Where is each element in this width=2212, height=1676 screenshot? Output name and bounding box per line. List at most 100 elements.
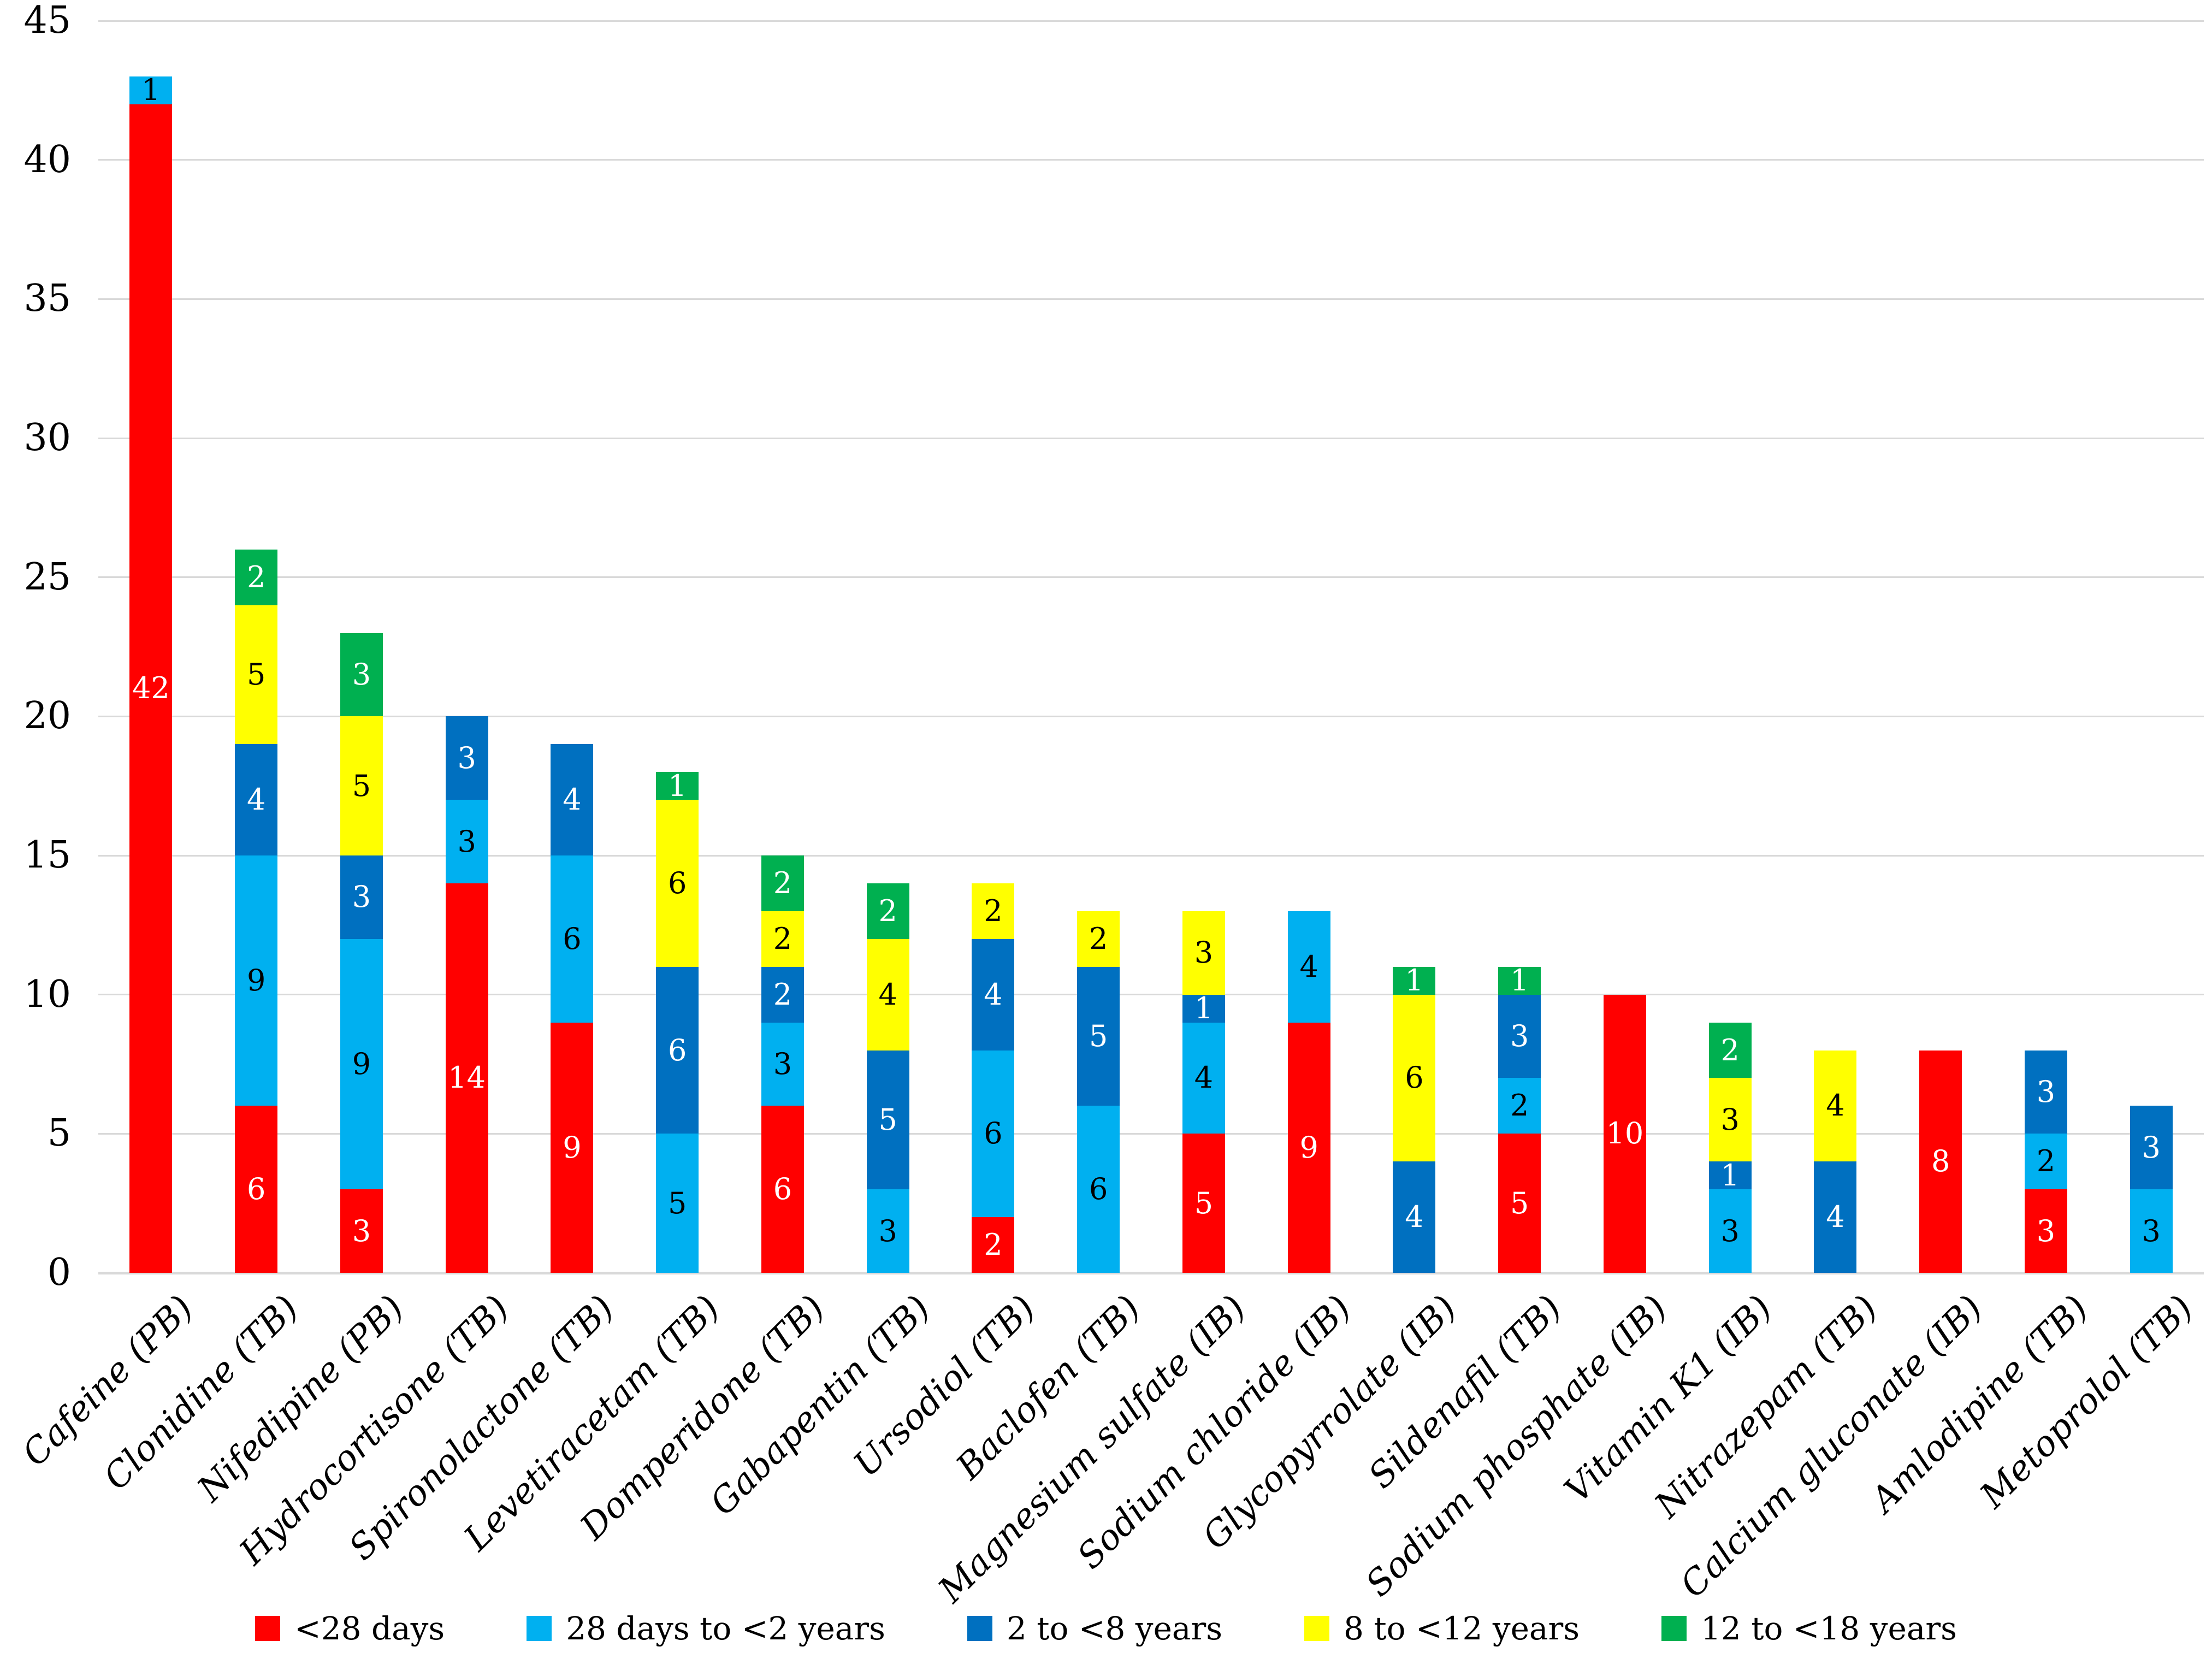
segment-value-label: 9	[352, 1046, 371, 1081]
y-axis-tick-label: 20	[23, 694, 71, 738]
bar-segment: 9	[1287, 1022, 1330, 1273]
y-axis-tick-label: 35	[23, 277, 71, 321]
segment-value-label: 1	[667, 768, 687, 803]
x-axis-category-label: Ursodiol (TB)	[846, 1288, 1043, 1485]
bar-segment: 3	[1708, 1078, 1752, 1162]
segment-value-label: 3	[878, 1213, 897, 1248]
segment-value-label: 3	[2142, 1130, 2161, 1165]
segment-value-label: 9	[563, 1130, 582, 1165]
segment-value-label: 6	[773, 1172, 792, 1207]
segment-value-label: 3	[1510, 1019, 1529, 1054]
segment-value-label: 5	[1194, 1185, 1214, 1220]
segment-value-label: 14	[448, 1060, 486, 1095]
bar-segment: 2	[761, 966, 804, 1023]
bar-segment: 5	[656, 1134, 699, 1273]
segment-value-label: 5	[246, 657, 266, 692]
bar-segment: 6	[761, 1106, 804, 1273]
bar-segment: 3	[2130, 1106, 2173, 1190]
legend-swatch	[1661, 1616, 1687, 1641]
segment-value-label: 3	[352, 657, 371, 692]
segment-value-label: 3	[1194, 935, 1214, 970]
bar-segment: 9	[235, 855, 278, 1106]
segment-value-label: 2	[1720, 1032, 1740, 1067]
segment-value-label: 1	[141, 73, 161, 108]
gridline	[98, 298, 2204, 300]
segment-value-label: 1	[1510, 963, 1529, 998]
segment-value-label: 6	[246, 1172, 266, 1207]
legend-swatch	[527, 1616, 552, 1641]
bar-segment: 3	[1182, 911, 1225, 995]
segment-value-label: 2	[1510, 1088, 1529, 1123]
bar-segment: 3	[2024, 1189, 2067, 1273]
gridline	[98, 994, 2204, 996]
bar-segment: 2	[761, 911, 804, 967]
segment-value-label: 2	[773, 977, 792, 1012]
bar-segment: 3	[1498, 994, 1541, 1078]
bar-segment: 1	[1708, 1160, 1752, 1190]
bar-segment: 3	[2024, 1050, 2067, 1134]
bar-segment: 6	[972, 1050, 1015, 1218]
bar-segment: 1	[1498, 963, 1541, 998]
bar-segment: 3	[340, 855, 383, 939]
segment-value-label: 4	[1826, 1088, 1845, 1123]
gridline	[98, 854, 2204, 857]
legend-swatch	[967, 1616, 992, 1641]
legend-swatch	[255, 1616, 281, 1641]
bar-segment: 9	[551, 1022, 594, 1273]
segment-value-label: 3	[457, 824, 476, 859]
segment-value-label: 9	[246, 963, 266, 998]
y-axis-tick-label: 5	[47, 1112, 71, 1155]
legend: <28 days 28 days to <2 years 2 to <8 years…	[0, 1613, 2212, 1644]
bar-segment: 3	[866, 1189, 909, 1273]
bar-segment: 6	[551, 855, 594, 1023]
bar-segment: 1	[656, 768, 699, 803]
legend-label: 28 days to <2 years	[566, 1610, 885, 1647]
bar-segment: 4	[1814, 1161, 1857, 1273]
bar-segment: 2	[1708, 1022, 1752, 1078]
bar-segment: 42	[129, 104, 173, 1273]
segment-value-label: 3	[352, 1213, 371, 1248]
bar-segment: 4	[235, 744, 278, 855]
bar-segment: 6	[235, 1106, 278, 1273]
bar-segment: 2	[866, 883, 909, 939]
bar-segment: 4	[1182, 1022, 1225, 1134]
bar-segment: 6	[656, 800, 699, 967]
segment-value-label: 4	[246, 782, 266, 817]
legend-label: 2 to <8 years	[1006, 1610, 1222, 1647]
segment-value-label: 6	[1405, 1060, 1424, 1095]
bar-segment: 5	[235, 605, 278, 745]
legend-label: <28 days	[294, 1610, 445, 1647]
y-axis-tick-label: 40	[23, 138, 71, 181]
segment-value-label: 3	[2036, 1213, 2056, 1248]
bar-segment: 5	[866, 1050, 909, 1190]
segment-value-label: 4	[984, 977, 1003, 1012]
x-axis-category-label: Clonidine (TB)	[96, 1288, 306, 1498]
bar-segment: 2	[1498, 1078, 1541, 1134]
segment-value-label: 2	[2036, 1144, 2056, 1179]
bar-segment: 3	[445, 716, 488, 800]
legend-label: 12 to <18 years	[1700, 1610, 1957, 1647]
bar-segment: 8	[1919, 1050, 1962, 1273]
bar-segment: 9	[340, 939, 383, 1190]
bar-segment: 6	[656, 966, 699, 1134]
y-axis-tick-label: 10	[23, 972, 71, 1016]
y-axis-tick-label: 25	[23, 555, 71, 599]
bar-segment: 2	[1077, 911, 1120, 967]
bar-segment: 2	[972, 1217, 1015, 1273]
y-axis-tick-label: 15	[23, 834, 71, 877]
bar-segment: 4	[866, 939, 909, 1051]
legend-item: 28 days to <2 years	[527, 1613, 885, 1644]
legend-item: 2 to <8 years	[967, 1613, 1222, 1644]
bar-segment: 10	[1603, 994, 1646, 1273]
segment-value-label: 3	[2142, 1213, 2161, 1248]
segment-value-label: 10	[1606, 1116, 1644, 1151]
segment-value-label: 42	[132, 671, 170, 706]
bar-segment: 1	[1393, 966, 1436, 995]
segment-value-label: 5	[667, 1185, 687, 1220]
segment-value-label: 4	[1405, 1200, 1424, 1235]
bar-segment: 3	[1708, 1189, 1752, 1273]
gridline	[98, 159, 2204, 161]
segment-value-label: 4	[563, 782, 582, 817]
bar-segment: 1	[129, 73, 173, 108]
